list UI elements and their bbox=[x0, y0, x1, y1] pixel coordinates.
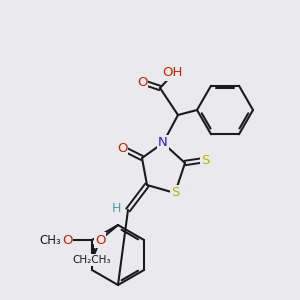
Text: O: O bbox=[137, 76, 147, 88]
Text: S: S bbox=[171, 187, 179, 200]
Text: OH: OH bbox=[162, 67, 182, 80]
Text: S: S bbox=[201, 154, 209, 166]
Text: O: O bbox=[117, 142, 127, 154]
Text: CH₂CH₃: CH₂CH₃ bbox=[73, 255, 111, 265]
Text: O: O bbox=[95, 233, 105, 247]
Text: H: H bbox=[111, 202, 121, 214]
Text: N: N bbox=[158, 136, 168, 149]
Text: CH₃: CH₃ bbox=[39, 233, 61, 247]
Text: O: O bbox=[62, 233, 72, 247]
